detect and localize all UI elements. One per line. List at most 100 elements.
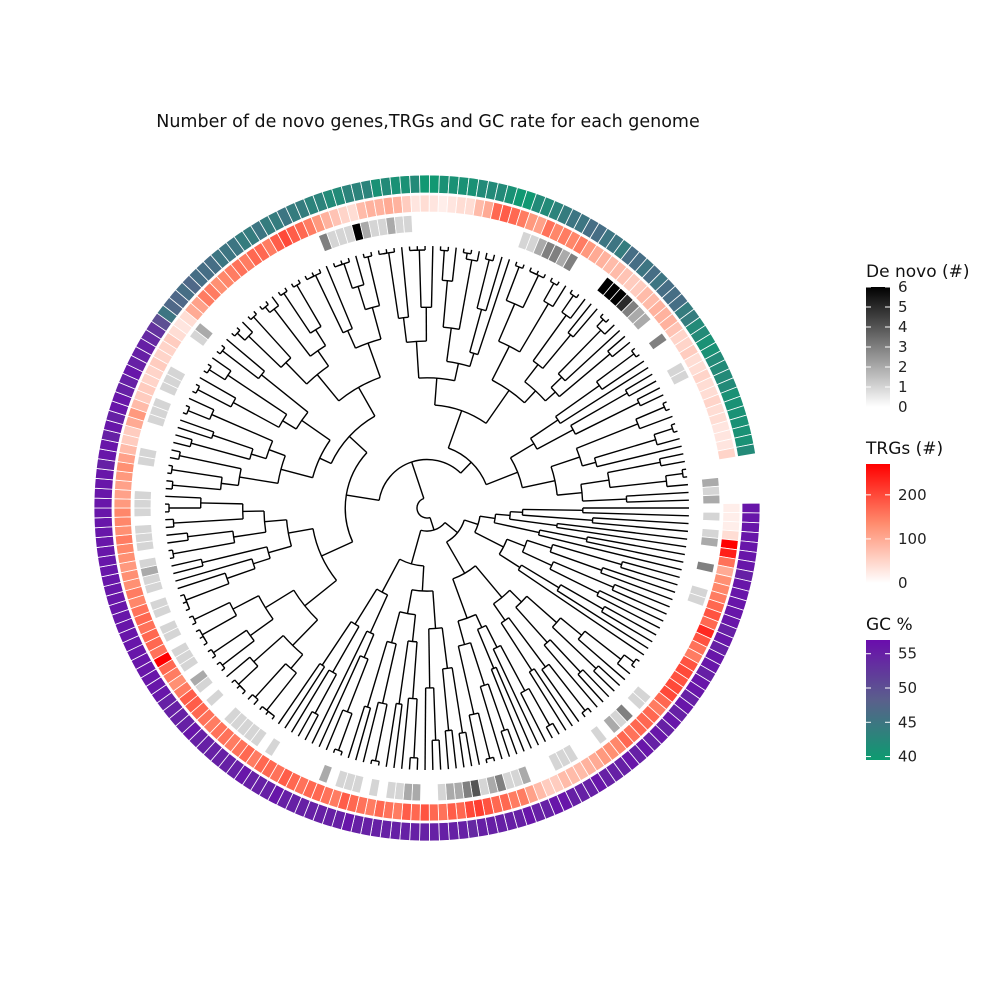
tree-branch [587, 536, 685, 556]
tree-branch [682, 468, 687, 471]
tree-branch [166, 532, 188, 536]
tree-arc [631, 658, 637, 666]
tree-branch [521, 564, 560, 589]
tree-arc [555, 416, 561, 424]
tree-arc [485, 756, 494, 760]
tree-branch [247, 316, 252, 321]
trgs-cell [113, 498, 132, 509]
tree-branch [284, 666, 326, 729]
tree-branch [226, 656, 251, 678]
gc-cell [93, 507, 113, 519]
tree-branch [628, 380, 657, 397]
de-novo-cell [445, 782, 456, 801]
de-novo-ring [133, 214, 721, 802]
tree-branch [522, 275, 540, 308]
tree-branch [203, 370, 208, 374]
gc-cell [735, 443, 757, 458]
tree-branch [398, 640, 409, 705]
trgs-cell [113, 488, 132, 500]
gc-cell [428, 174, 440, 194]
chart-title: Number of de novo genes,TRGs and GC rate… [156, 112, 699, 132]
de-novo-cell [133, 507, 152, 518]
tree-branch [347, 257, 351, 263]
tree-branch [385, 703, 397, 767]
tree-branch [517, 569, 645, 656]
tree-branch [357, 286, 366, 310]
tree-branch [231, 679, 236, 684]
tree-arc [338, 376, 381, 402]
tree-branch [596, 353, 635, 383]
legend-title-gc: GC % [866, 615, 913, 635]
tree-branch [529, 267, 532, 272]
tree-branch [500, 731, 511, 757]
tree-branch [211, 357, 232, 372]
tree-branch [522, 508, 583, 512]
tree-branch [640, 394, 664, 407]
tree-branch [479, 515, 496, 520]
tree-branch [557, 491, 583, 496]
tree-branch [521, 264, 525, 269]
tree-arc [186, 532, 189, 541]
tree-branch [469, 353, 475, 367]
tree-arc [206, 366, 212, 374]
tree-branch [325, 265, 353, 329]
tree-branch [357, 386, 376, 417]
tree-branch [369, 594, 389, 634]
gc-cell [447, 821, 460, 841]
tree-branch [620, 566, 678, 586]
tree-branch [626, 491, 689, 497]
tree-arc [224, 370, 232, 381]
tree-arc [520, 687, 530, 694]
tree-branch [594, 439, 656, 459]
tree-branch [468, 714, 480, 765]
tree-branch [212, 434, 254, 450]
tree-branch [577, 673, 604, 703]
tree-branch [543, 644, 598, 708]
tree-branch [321, 541, 353, 557]
tree-branch [572, 308, 598, 338]
tree-arc [508, 511, 512, 520]
tree-branch [510, 443, 535, 459]
tree-branch [393, 704, 403, 768]
tree-branch [623, 654, 635, 663]
tree-branch [301, 419, 331, 441]
tree-arc [420, 522, 446, 532]
tree-branch [479, 686, 503, 760]
legend-title-de-novo: De novo (#) [866, 262, 970, 282]
gc-cell [741, 502, 761, 514]
tree-branch [599, 313, 604, 318]
tree-arc [416, 497, 431, 519]
tree-branch [432, 687, 437, 741]
gc-cell [409, 822, 421, 842]
tree-branch [371, 307, 382, 340]
de-novo-cell [702, 494, 721, 505]
tree-branch [635, 354, 640, 358]
tree-branch [469, 309, 483, 353]
tree-branch [227, 374, 288, 416]
tree-branch [515, 606, 548, 643]
gc-cell [419, 174, 430, 194]
tree-arc [230, 397, 237, 408]
tree-branch [177, 572, 226, 590]
tree-branch [221, 482, 239, 487]
gc-cell [438, 821, 450, 842]
legend-colorbar [866, 464, 890, 583]
tree-arc [529, 437, 538, 450]
tree-branch [549, 277, 553, 282]
tree-arc [232, 531, 236, 543]
de-novo-cell [194, 322, 214, 341]
tree-branch [216, 661, 221, 666]
tree-branch [614, 583, 670, 608]
tree-branch [470, 249, 473, 254]
tree-branch [388, 252, 400, 319]
tree-branch [607, 461, 661, 474]
tree-arc [596, 381, 603, 390]
tree-branch [266, 672, 297, 711]
tree-branch [506, 538, 526, 547]
trgs-cell [437, 802, 449, 822]
tree-branch [288, 527, 314, 534]
tree-branch [374, 704, 388, 761]
tree-branch [609, 480, 667, 489]
tree-arc [600, 567, 604, 574]
tree-branch [172, 542, 235, 555]
